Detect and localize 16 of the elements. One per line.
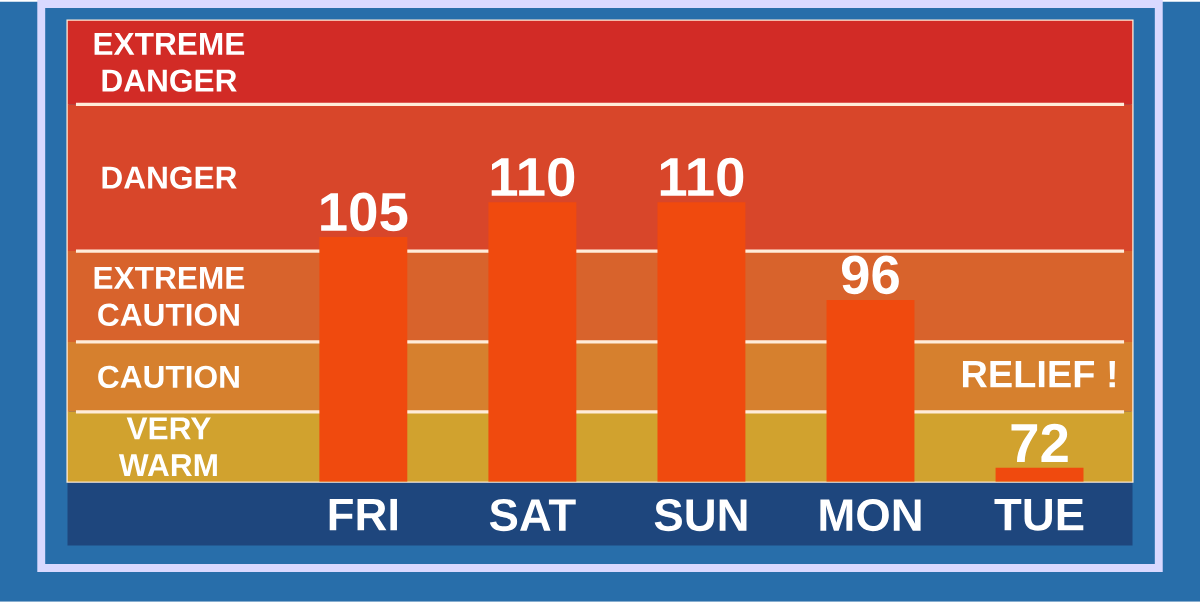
band-label: DANGER	[102, 166, 237, 190]
x-tick-label: SAT	[489, 499, 576, 532]
x-tick-label: FRI	[329, 499, 397, 531]
data-label: 72	[1011, 423, 1068, 463]
x-tick-label: SUN	[654, 499, 747, 532]
band-label: CAUTION	[98, 365, 239, 389]
x-tick-label: TUE	[994, 499, 1084, 531]
band-label: VERY WARM	[118, 417, 217, 477]
data-label: 110	[660, 157, 744, 197]
annotation: RELIEF !	[962, 361, 1115, 388]
data-label: 105	[321, 192, 408, 232]
data-label: 110	[491, 157, 575, 197]
x-tick-label: MON	[820, 499, 921, 532]
band-label: EXTREME CAUTION	[94, 267, 245, 327]
data-label: 96	[841, 255, 899, 295]
band-label: EXTREME DANGER	[94, 33, 245, 93]
